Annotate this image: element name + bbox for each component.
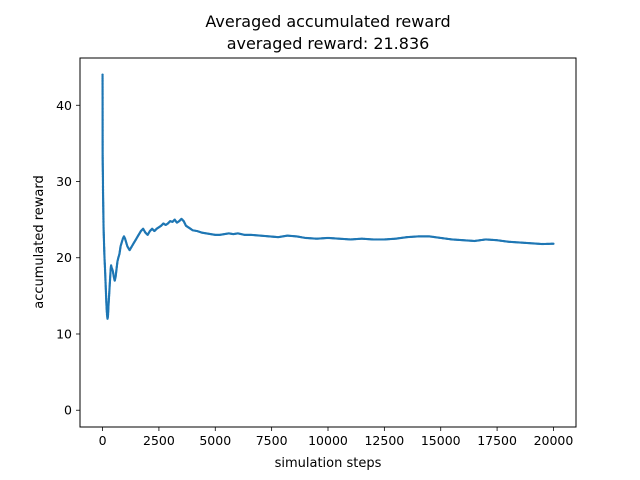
- y-tick-label: 0: [64, 403, 72, 418]
- data-points: [101, 73, 555, 320]
- x-tick-label: 7500: [256, 433, 288, 448]
- x-axis-label: simulation steps: [275, 456, 382, 471]
- x-tick-label: 12500: [364, 433, 404, 448]
- chart-title: Averaged accumulated reward: [205, 12, 450, 31]
- y-tick-label: 30: [56, 174, 72, 189]
- chart-subtitle: averaged reward: 21.836: [227, 34, 430, 53]
- plot-frame: [79, 57, 577, 428]
- x-tick-label: 5000: [199, 433, 231, 448]
- y-axis-ticks: 0 10 20 30 40: [56, 98, 80, 418]
- y-tick-label: 40: [56, 98, 72, 113]
- x-axis-ticks: 0 2500 5000 7500 10000 12500 15000 17500 20000: [99, 427, 574, 448]
- y-tick-label: 10: [56, 326, 72, 341]
- x-tick-label: 0: [99, 433, 107, 448]
- y-tick-label: 20: [56, 250, 72, 265]
- x-tick-label: 2500: [143, 433, 175, 448]
- y-axis-label: accumulated reward: [32, 175, 47, 309]
- data-point: [552, 242, 555, 245]
- x-tick-label: 10000: [308, 433, 348, 448]
- x-tick-label: 20000: [534, 433, 574, 448]
- x-tick-label: 17500: [477, 433, 517, 448]
- x-tick-label: 15000: [421, 433, 461, 448]
